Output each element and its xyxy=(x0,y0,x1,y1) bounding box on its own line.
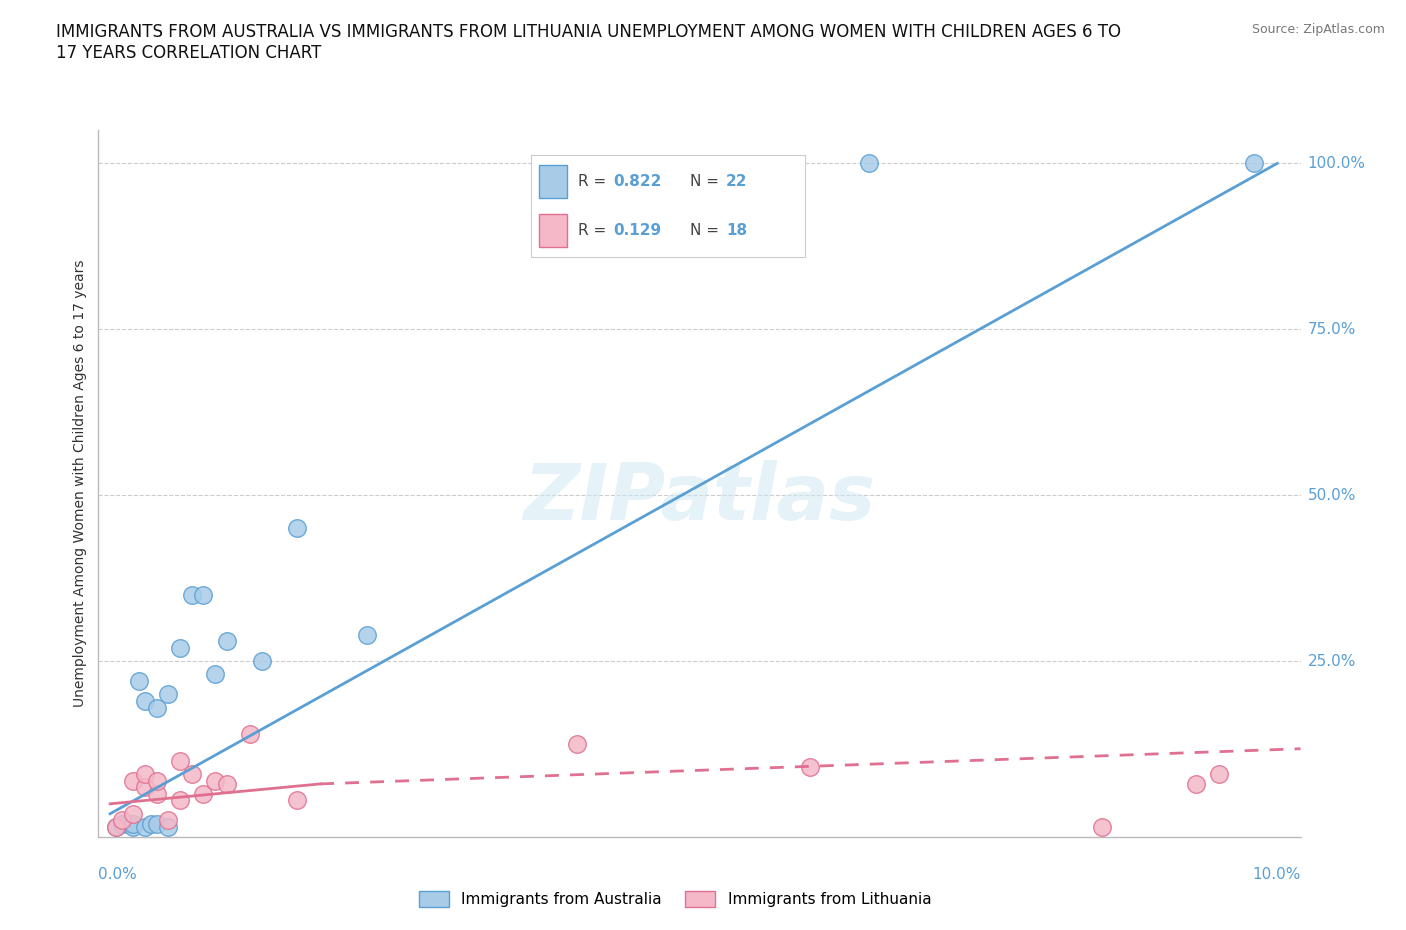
Text: 0.129: 0.129 xyxy=(613,223,662,238)
Point xyxy=(146,773,169,788)
Point xyxy=(139,817,162,831)
Point xyxy=(104,819,127,834)
Point xyxy=(215,777,238,791)
Point xyxy=(146,817,169,831)
Text: R =: R = xyxy=(578,174,612,189)
Point xyxy=(146,787,169,802)
Point xyxy=(146,700,169,715)
Text: 10.0%: 10.0% xyxy=(1253,867,1301,882)
Point xyxy=(180,588,202,603)
Point xyxy=(858,156,880,171)
Text: 22: 22 xyxy=(725,174,748,189)
Text: ZIPatlas: ZIPatlas xyxy=(523,459,876,536)
Point xyxy=(157,819,180,834)
Text: 0.0%: 0.0% xyxy=(98,867,138,882)
Point xyxy=(134,779,156,794)
Point xyxy=(250,654,273,669)
Point xyxy=(1091,819,1114,834)
Point xyxy=(1243,156,1265,171)
Text: 25.0%: 25.0% xyxy=(1308,654,1355,669)
Point xyxy=(134,819,156,834)
Y-axis label: Unemployment Among Women with Children Ages 6 to 17 years: Unemployment Among Women with Children A… xyxy=(73,259,87,708)
Point xyxy=(169,753,191,768)
Point xyxy=(285,521,308,536)
Point xyxy=(157,813,180,828)
Point xyxy=(180,766,202,781)
Legend: Immigrants from Australia, Immigrants from Lithuania: Immigrants from Australia, Immigrants fr… xyxy=(412,884,938,913)
Text: IMMIGRANTS FROM AUSTRALIA VS IMMIGRANTS FROM LITHUANIA UNEMPLOYMENT AMONG WOMEN : IMMIGRANTS FROM AUSTRALIA VS IMMIGRANTS … xyxy=(56,23,1121,62)
Point xyxy=(215,633,238,648)
Point xyxy=(565,737,588,751)
Point xyxy=(169,641,191,656)
Point xyxy=(1208,766,1230,781)
Text: 18: 18 xyxy=(725,223,747,238)
Point xyxy=(122,817,145,831)
Point xyxy=(799,760,821,775)
Point xyxy=(134,766,156,781)
Point xyxy=(128,673,150,688)
Text: R =: R = xyxy=(578,223,612,238)
Text: 0.822: 0.822 xyxy=(613,174,662,189)
Text: 100.0%: 100.0% xyxy=(1308,156,1365,171)
Point xyxy=(169,793,191,808)
Text: 75.0%: 75.0% xyxy=(1308,322,1355,337)
Point xyxy=(157,687,180,702)
Point xyxy=(111,813,134,828)
Point xyxy=(193,588,215,603)
Point xyxy=(117,817,139,831)
FancyBboxPatch shape xyxy=(540,166,567,198)
Point xyxy=(204,667,226,682)
Point xyxy=(193,787,215,802)
Point xyxy=(239,726,262,741)
Point xyxy=(356,627,378,642)
Text: N =: N = xyxy=(690,223,724,238)
Point xyxy=(134,694,156,709)
Text: N =: N = xyxy=(690,174,724,189)
Text: 50.0%: 50.0% xyxy=(1308,487,1355,503)
Point xyxy=(122,819,145,834)
Point xyxy=(122,773,145,788)
Point xyxy=(1184,777,1206,791)
Point xyxy=(204,773,226,788)
Point xyxy=(285,793,308,808)
FancyBboxPatch shape xyxy=(540,215,567,247)
Point xyxy=(111,817,134,831)
Point xyxy=(104,819,127,834)
Text: Source: ZipAtlas.com: Source: ZipAtlas.com xyxy=(1251,23,1385,36)
Point xyxy=(122,806,145,821)
